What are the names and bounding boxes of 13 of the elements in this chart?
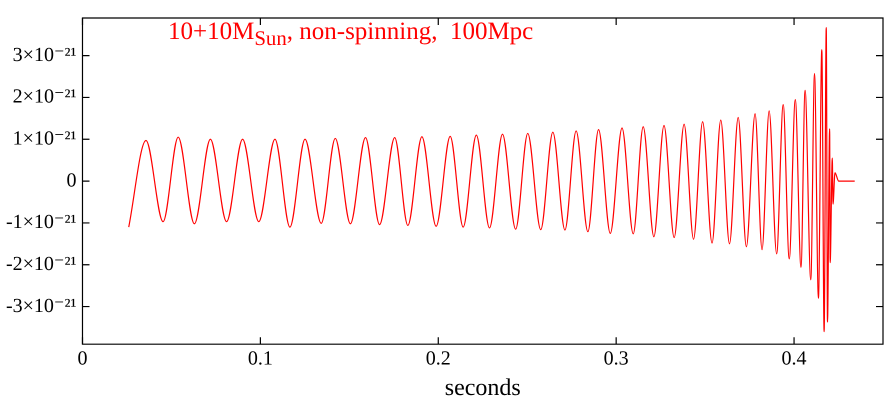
y-tick-label: -2×10⁻²¹: [6, 252, 76, 275]
y-tick-label: 2×10⁻²¹: [12, 86, 76, 108]
y-tick-label: 0: [66, 169, 76, 192]
x-tick-label: 0.1: [248, 347, 273, 370]
y-tick-label: 3×10⁻²¹: [12, 44, 76, 66]
x-tick-label: 0.3: [604, 347, 629, 370]
x-tick-label: 0.4: [782, 347, 807, 370]
chart-title: 10+10M$_{Sun}$, non-spinning, 100Mpc: [168, 18, 534, 51]
y-tick-label: 1×10⁻²¹: [12, 128, 76, 150]
y-tick-label: -1×10⁻²¹: [6, 211, 76, 234]
y-tick-label: -3×10⁻²¹: [6, 294, 76, 317]
x-tick-label: 0.2: [426, 347, 451, 370]
x-axis-title: seconds: [444, 374, 521, 401]
